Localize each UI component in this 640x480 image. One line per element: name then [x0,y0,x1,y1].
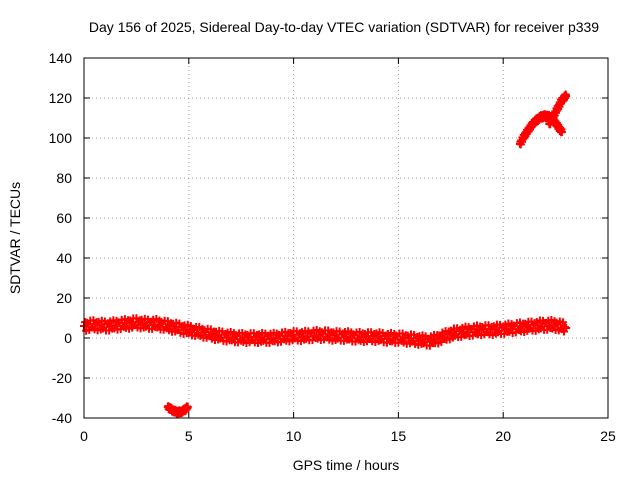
data-point-main-band-460 [562,324,571,332]
y-axis-label: SDTVAR / TECUs [7,182,23,294]
data-point-negative-dip-50 [183,403,192,411]
data-point-main-band-457 [558,318,567,327]
x-tick-label-2: 10 [286,428,302,444]
y-tick-label-5: 60 [56,210,72,226]
grid-lines [84,58,608,418]
x-tick-label-0: 0 [80,428,88,444]
y-tick-label-3: 20 [56,290,72,306]
y-tick-label-7: 100 [49,130,73,146]
y-axis-ticks: -40 -20 0 20 40 60 80 100 120 140 [49,50,608,426]
y-tick-label-4: 40 [56,250,72,266]
y-tick-label-8: 120 [49,90,73,106]
data-points [80,90,571,418]
data-point-upper-rise-40 [562,92,571,100]
x-tick-label-1: 5 [185,428,193,444]
x-tick-label-3: 15 [391,428,407,444]
y-tick-label-6: 80 [56,170,72,186]
x-axis-label: GPS time / hours [293,457,400,473]
y-tick-label-0: -40 [52,410,72,426]
y-tick-label-2: 0 [64,330,72,346]
plot-frame [83,57,609,419]
chart-title: Day 156 of 2025, Sidereal Day-to-day VTE… [89,19,599,35]
x-tick-label-4: 20 [495,428,511,444]
x-axis-ticks: 0 5 10 15 20 25 [80,58,616,444]
y-tick-label-1: -20 [52,370,72,386]
x-tick-label-5: 25 [600,428,616,444]
data-point-upper-arc-100 [557,128,566,136]
y-tick-label-9: 140 [49,50,73,66]
